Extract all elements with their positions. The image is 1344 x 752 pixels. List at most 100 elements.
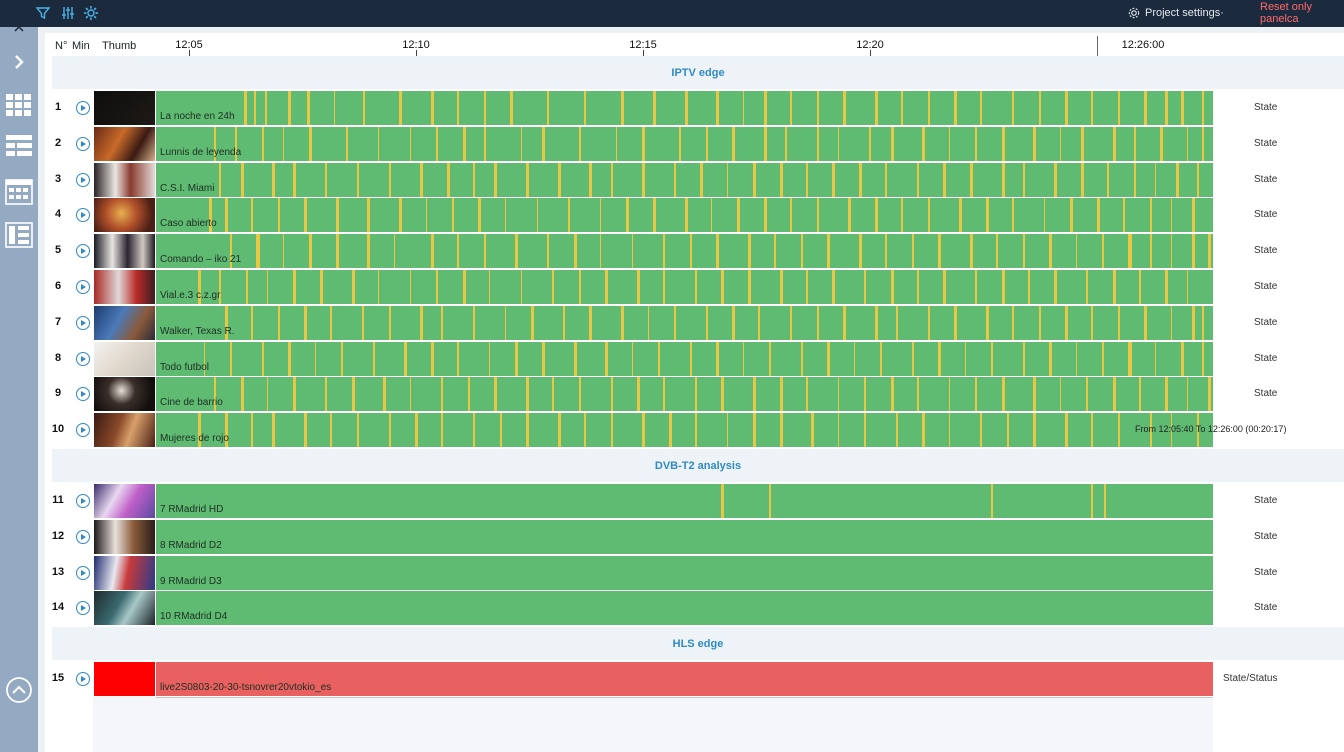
warning-segment[interactable] — [1112, 270, 1116, 304]
warning-segment[interactable] — [864, 413, 867, 447]
warning-segment[interactable] — [615, 127, 618, 161]
warning-segment[interactable] — [710, 198, 713, 232]
status-timeline-bar[interactable] — [156, 520, 1213, 554]
warning-segment[interactable] — [1049, 342, 1053, 376]
warning-segment[interactable] — [351, 377, 355, 411]
channel-thumbnail[interactable] — [94, 556, 155, 590]
warning-segment[interactable] — [837, 127, 840, 161]
play-icon[interactable] — [76, 387, 90, 401]
status-timeline-bar[interactable] — [156, 413, 1213, 447]
warning-segment[interactable] — [425, 198, 428, 232]
warning-segment[interactable] — [816, 127, 819, 161]
warning-segment[interactable] — [451, 198, 455, 232]
warning-segment[interactable] — [969, 234, 973, 268]
warning-segment[interactable] — [473, 413, 475, 447]
warning-segment[interactable] — [409, 270, 412, 304]
play-icon[interactable] — [76, 137, 90, 151]
warning-segment[interactable] — [721, 484, 724, 518]
warning-segment[interactable] — [388, 413, 391, 447]
warning-segment[interactable] — [642, 413, 645, 447]
warning-segment[interactable] — [610, 163, 613, 197]
play-icon[interactable] — [76, 101, 90, 115]
warning-segment[interactable] — [1207, 377, 1211, 411]
warning-segment[interactable] — [1065, 91, 1069, 125]
warning-segment[interactable] — [478, 198, 482, 232]
warning-segment[interactable] — [985, 198, 989, 232]
warning-segment[interactable] — [980, 91, 982, 125]
warning-segment[interactable] — [335, 198, 339, 232]
warning-segment[interactable] — [578, 270, 582, 304]
warning-segment[interactable] — [837, 377, 840, 411]
warning-segment[interactable] — [219, 270, 221, 304]
warning-segment[interactable] — [483, 234, 486, 268]
warning-segment[interactable] — [1202, 127, 1204, 161]
warning-segment[interactable] — [943, 270, 946, 304]
warning-segment[interactable] — [769, 484, 772, 518]
settings-icon[interactable] — [83, 5, 99, 21]
warning-segment[interactable] — [763, 91, 767, 125]
warning-segment[interactable] — [224, 198, 228, 232]
warning-segment[interactable] — [578, 127, 582, 161]
play-icon[interactable] — [76, 316, 90, 330]
warning-segment[interactable] — [573, 342, 577, 376]
warning-segment[interactable] — [377, 127, 380, 161]
warning-segment[interactable] — [1006, 413, 1010, 447]
reset-button[interactable]: Reset only panelca — [1260, 1, 1344, 25]
warning-segment[interactable] — [663, 377, 665, 411]
warning-segment[interactable] — [1049, 234, 1053, 268]
warning-segment[interactable] — [388, 306, 391, 340]
warning-segment[interactable] — [1117, 91, 1121, 125]
channel-thumbnail[interactable] — [94, 662, 155, 696]
warning-segment[interactable] — [705, 306, 708, 340]
channel-thumbnail[interactable] — [94, 91, 155, 125]
warning-segment[interactable] — [303, 413, 308, 447]
warning-segment[interactable] — [880, 342, 883, 376]
warning-segment[interactable] — [1012, 198, 1014, 232]
warning-segment[interactable] — [790, 198, 792, 232]
warning-segment[interactable] — [578, 377, 582, 411]
warning-segment[interactable] — [240, 377, 244, 411]
warning-segment[interactable] — [975, 377, 978, 411]
warning-segment[interactable] — [1139, 270, 1141, 304]
warning-segment[interactable] — [224, 413, 228, 447]
warning-segment[interactable] — [605, 342, 609, 376]
warning-segment[interactable] — [256, 234, 260, 268]
warning-segment[interactable] — [885, 234, 887, 268]
warning-segment[interactable] — [531, 306, 534, 340]
status-timeline-bar[interactable] — [156, 163, 1213, 197]
warning-segment[interactable] — [1033, 127, 1037, 161]
warning-segment[interactable] — [832, 270, 835, 304]
warning-segment[interactable] — [732, 306, 736, 340]
warning-segment[interactable] — [948, 413, 951, 447]
warning-segment[interactable] — [769, 342, 772, 376]
warning-segment[interactable] — [1149, 234, 1152, 268]
panel-grid-icon[interactable] — [3, 220, 35, 250]
warning-segment[interactable] — [1033, 413, 1037, 447]
warning-segment[interactable] — [816, 198, 819, 232]
warning-segment[interactable] — [658, 342, 661, 376]
warning-segment[interactable] — [742, 342, 745, 376]
warning-segment[interactable] — [763, 127, 767, 161]
warning-segment[interactable] — [383, 377, 387, 411]
warning-segment[interactable] — [911, 342, 915, 376]
warning-segment[interactable] — [1001, 163, 1005, 197]
warning-segment[interactable] — [673, 163, 677, 197]
warning-segment[interactable] — [1133, 163, 1137, 197]
warning-segment[interactable] — [790, 306, 792, 340]
warning-segment[interactable] — [779, 377, 783, 411]
warning-segment[interactable] — [309, 127, 312, 161]
warning-segment[interactable] — [991, 484, 994, 518]
warning-segment[interactable] — [243, 91, 247, 125]
warning-segment[interactable] — [917, 377, 919, 411]
warning-segment[interactable] — [917, 163, 919, 197]
warning-segment[interactable] — [1022, 163, 1026, 197]
warning-segment[interactable] — [1022, 342, 1026, 376]
warning-segment[interactable] — [282, 234, 285, 268]
warning-segment[interactable] — [636, 270, 641, 304]
warning-segment[interactable] — [525, 163, 530, 197]
warning-segment[interactable] — [1001, 377, 1005, 411]
warning-segment[interactable] — [1075, 342, 1078, 376]
play-icon[interactable] — [76, 494, 90, 508]
warning-segment[interactable] — [251, 306, 253, 340]
status-timeline-bar[interactable] — [156, 662, 1213, 696]
